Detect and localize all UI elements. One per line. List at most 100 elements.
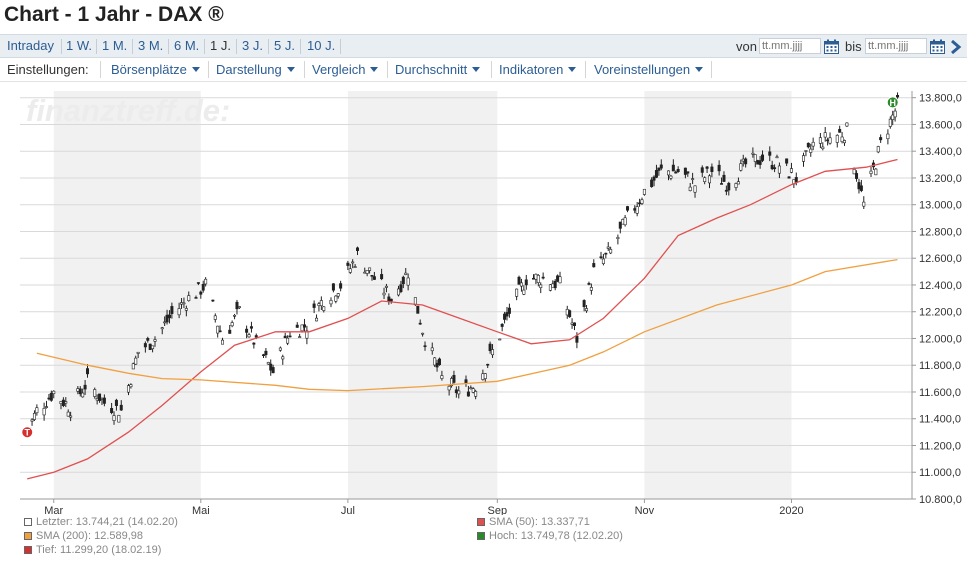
x-tick-label: Sep (488, 505, 508, 515)
settings-label: Einstellungen: (7, 62, 89, 77)
candle-body (187, 295, 191, 301)
menu-voreinstellungen[interactable]: Voreinstellungen (594, 62, 704, 77)
candle-body (683, 167, 687, 175)
candle-body (616, 237, 620, 240)
candle-body (353, 266, 357, 268)
calendar-icon[interactable] (824, 39, 839, 54)
candle-body (47, 397, 51, 400)
candle-body (433, 357, 437, 366)
menu-indikatoren[interactable]: Indikatoren (499, 62, 577, 77)
candle-body (305, 330, 309, 339)
candle-body (331, 283, 335, 291)
candle-body (452, 375, 456, 383)
candle-body (281, 356, 285, 360)
period-1m[interactable]: 1 M. (102, 38, 128, 53)
candle-body (440, 375, 444, 379)
candle-body (86, 368, 90, 375)
period-1w[interactable]: 1 W. (66, 38, 93, 53)
period-1y[interactable]: 1 J. (210, 38, 231, 53)
candle-body (640, 199, 644, 204)
candle-body (572, 322, 576, 326)
menu-vergleich[interactable]: Vergleich (312, 62, 379, 77)
period-intraday[interactable]: Intraday (7, 38, 54, 53)
candle-body (879, 137, 883, 141)
candle-body (61, 399, 65, 407)
candle-body (609, 249, 613, 254)
menu-durchschnitt[interactable]: Durchschnitt (395, 62, 481, 77)
divider (268, 39, 269, 54)
low-marker (21, 426, 34, 439)
candle-body (177, 308, 181, 316)
menu-boersenplaetze[interactable]: Börsenplätze (111, 62, 200, 77)
candle-body (775, 156, 779, 159)
from-date-input[interactable] (759, 38, 821, 54)
calendar-icon[interactable] (930, 39, 945, 54)
menu-darstellung[interactable]: Darstellung (216, 62, 295, 77)
to-date-input[interactable] (865, 38, 927, 54)
menu-label: Darstellung (216, 62, 282, 77)
legend-swatch (477, 518, 485, 526)
candle-body (667, 170, 671, 176)
candle-body (221, 339, 225, 345)
x-tick-label: Mai (192, 505, 210, 515)
candle-body (621, 219, 625, 225)
candle-body (300, 324, 304, 332)
candle-body (483, 373, 487, 379)
legend-entry: Hoch: 13.749,78 (12.02.20) (477, 530, 623, 542)
candle-body (823, 132, 827, 138)
candle-body (785, 158, 789, 164)
candle-body (674, 171, 678, 174)
candle-body (348, 268, 352, 273)
from-label: von (736, 39, 757, 54)
candle-body (230, 322, 234, 327)
candle-body (744, 158, 748, 165)
candle-body (336, 293, 340, 297)
y-tick-label: 11.600,0 (919, 387, 961, 399)
legend-text: Tief: 11.299,20 (18.02.19) (36, 544, 162, 556)
divider (340, 39, 341, 54)
candle-body (114, 399, 118, 406)
period-10y[interactable]: 10 J. (307, 38, 336, 53)
y-tick-label: 13.200,0 (919, 173, 962, 185)
candle-body (384, 285, 388, 288)
candle-body (606, 246, 610, 249)
candle-body (134, 357, 138, 365)
candle-body (720, 183, 724, 185)
period-6m[interactable]: 6 M. (174, 38, 200, 53)
marker-label: H (889, 98, 896, 108)
period-5y[interactable]: 5 J. (274, 38, 295, 53)
caret-down-icon (568, 67, 577, 72)
y-tick-label: 13.800,0 (919, 93, 962, 105)
candle-body (601, 258, 605, 264)
candle-body (315, 317, 319, 322)
candle-body (288, 335, 292, 338)
candle-body (575, 335, 579, 343)
candle-body (503, 313, 507, 320)
candle-body (160, 327, 164, 330)
period-3m[interactable]: 3 M. (138, 38, 164, 53)
candle-body (167, 314, 171, 319)
candle-body (859, 185, 863, 191)
candle-body (710, 166, 714, 172)
candle-body (199, 291, 203, 295)
candle-body (693, 185, 697, 193)
chevron-right-icon[interactable] (950, 40, 962, 54)
candle-body (553, 280, 557, 289)
divider (585, 61, 586, 78)
candle-body (585, 308, 589, 312)
candle-body (184, 308, 188, 311)
candle-body (196, 282, 200, 284)
candle-body (626, 206, 630, 211)
candle-body (739, 163, 743, 171)
candle-body (650, 179, 654, 187)
candle-body (233, 315, 237, 317)
candle-body (406, 277, 410, 286)
candle-body (522, 289, 526, 295)
candle-body (491, 349, 495, 356)
candle-body (589, 287, 593, 291)
candle-body (283, 335, 287, 339)
candle-body (488, 343, 492, 352)
period-3y[interactable]: 3 J. (242, 38, 263, 53)
candle-body (278, 347, 282, 351)
legend-entry: SMA (50): 13.337,71 (477, 516, 590, 528)
